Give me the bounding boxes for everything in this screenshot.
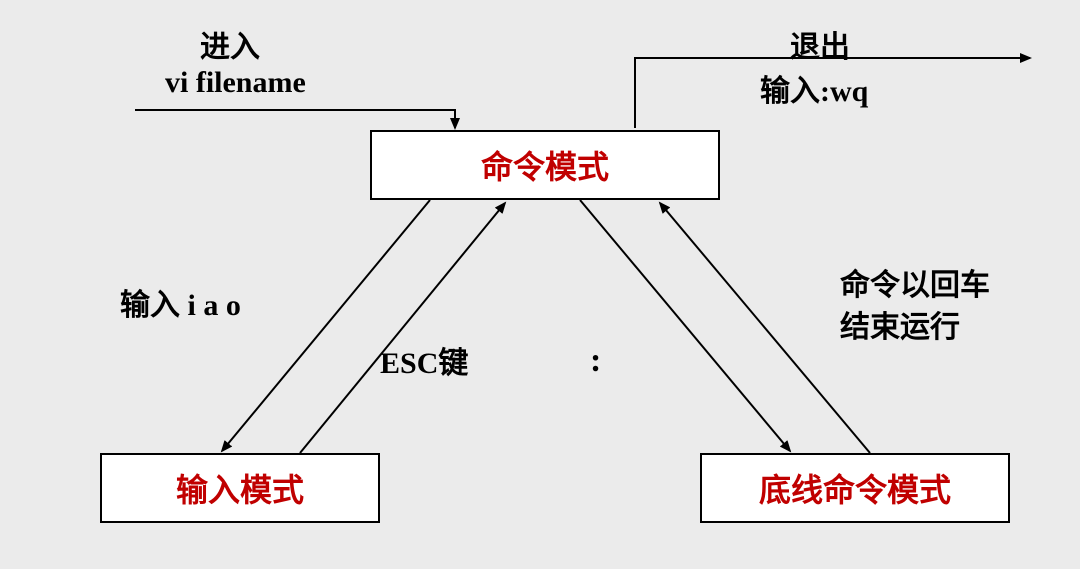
- node-command-mode-label: 命令模式: [481, 142, 609, 188]
- label-colon: :: [590, 342, 601, 380]
- label-exit-line2: 输入:wq: [760, 66, 868, 110]
- edge-to-bottom-line-mode: [580, 200, 790, 451]
- edge-enter: [135, 110, 455, 128]
- node-input-mode: 输入模式: [100, 453, 380, 523]
- edge-from-bottom-line-mode: [660, 203, 870, 453]
- node-command-mode: 命令模式: [370, 130, 720, 200]
- node-input-mode-label: 输入模式: [176, 465, 304, 511]
- label-input-iao: 输入 i a o: [120, 280, 241, 324]
- edge-to-input-mode: [222, 200, 430, 451]
- label-enter-line2: vi filename: [165, 66, 306, 100]
- node-bottom-line-mode-label: 底线命令模式: [759, 465, 951, 511]
- label-enter-run: 命令以回车 结束运行: [840, 265, 990, 349]
- node-bottom-line-mode: 底线命令模式: [700, 453, 1010, 523]
- label-esc-key: ESC键: [380, 338, 468, 382]
- edge-from-input-mode: [300, 203, 505, 453]
- label-exit-line1: 退出: [790, 22, 850, 66]
- label-enter-line1: 进入: [200, 22, 260, 66]
